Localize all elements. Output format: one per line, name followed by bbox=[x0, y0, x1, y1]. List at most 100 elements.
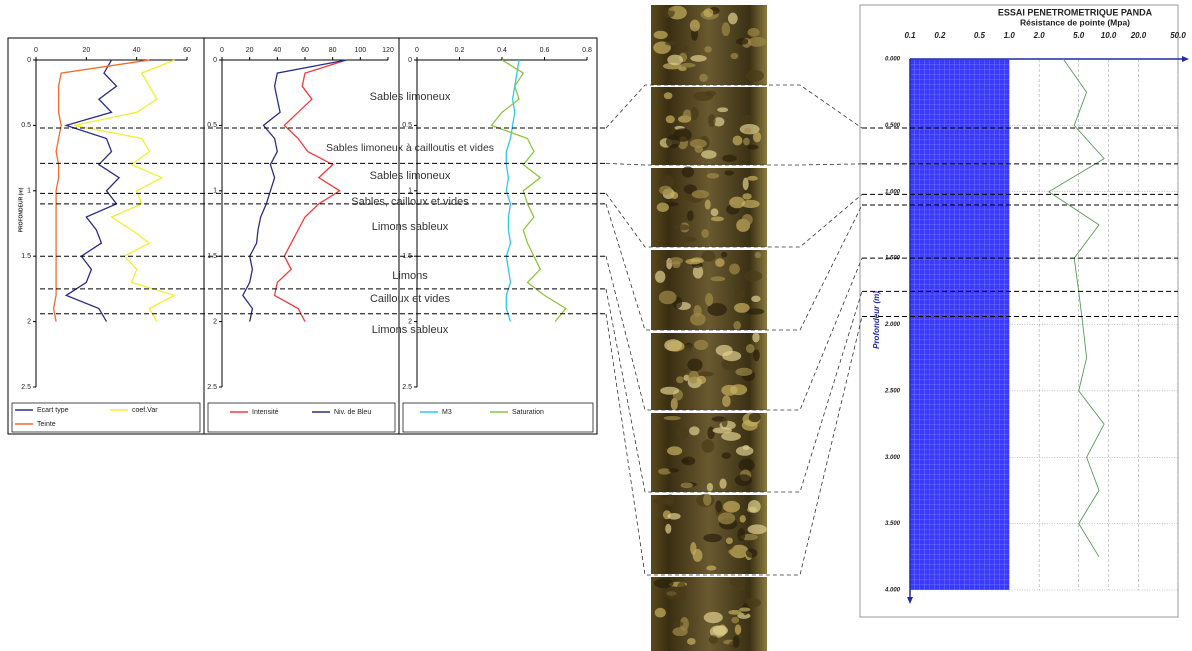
x-tick-label: 60 bbox=[183, 47, 191, 54]
photo-grain bbox=[681, 482, 693, 488]
y-tick-label: 3.000 bbox=[885, 455, 901, 461]
x-axis-title: Résistance de pointe (Mpa) bbox=[1020, 17, 1130, 27]
y-tick-label: 0.000 bbox=[885, 57, 901, 63]
photo-grain bbox=[689, 426, 700, 435]
photo-grain bbox=[743, 138, 750, 146]
x-tick-label: 0.2 bbox=[455, 47, 465, 54]
y-tick-label: 0 bbox=[213, 57, 217, 64]
photo-grain bbox=[718, 512, 735, 524]
x-tick-label: 40 bbox=[133, 47, 141, 54]
photo-grain bbox=[713, 427, 732, 433]
photo-grain bbox=[669, 7, 684, 12]
left-panel-frame bbox=[8, 38, 597, 434]
y-tick-label: 1.500 bbox=[885, 256, 901, 262]
photo-grain bbox=[736, 38, 748, 45]
photo-grain bbox=[693, 549, 703, 562]
photo-grain bbox=[677, 46, 688, 52]
photo-grain bbox=[682, 237, 696, 242]
x-tick-label: 20 bbox=[246, 47, 254, 54]
photo-grain bbox=[667, 341, 684, 352]
legend-label: M3 bbox=[442, 409, 452, 416]
photo-grain bbox=[721, 385, 737, 396]
photo-grain bbox=[664, 416, 681, 420]
photo-grain bbox=[715, 500, 722, 512]
layer-label: Sables, cailloux et vides bbox=[351, 196, 469, 208]
y-tick-label: 1.5 bbox=[21, 253, 31, 260]
photo-grain bbox=[733, 321, 741, 330]
photo-grain bbox=[694, 340, 708, 350]
x-tick-label: 2.0 bbox=[1033, 31, 1046, 40]
photo-grain bbox=[674, 621, 684, 626]
photo-grain bbox=[666, 115, 675, 123]
legend-frame bbox=[208, 403, 395, 432]
photo-grain bbox=[733, 636, 740, 648]
photo-grain bbox=[677, 427, 689, 440]
photo-grain bbox=[735, 368, 752, 376]
y-tick-label: 0 bbox=[408, 57, 412, 64]
y-tick-label: 2.5 bbox=[21, 384, 31, 391]
x-tick-label: 40 bbox=[273, 47, 281, 54]
photo-grain bbox=[710, 276, 725, 281]
layer-label: Sables limoneux à cailloutis et vides bbox=[326, 142, 494, 154]
photo-grain bbox=[667, 513, 680, 520]
x-tick-label: 0.1 bbox=[904, 31, 916, 40]
photo-grain bbox=[717, 107, 728, 112]
photo-grain bbox=[744, 128, 751, 134]
photo-grain bbox=[659, 186, 672, 195]
photo-grain bbox=[671, 192, 679, 199]
shaded-range bbox=[910, 59, 1009, 590]
photo-grain bbox=[742, 214, 753, 225]
photo-grain bbox=[703, 494, 711, 506]
photo-grain bbox=[704, 612, 723, 623]
photo-grain bbox=[660, 387, 679, 395]
photo-grain bbox=[667, 55, 683, 66]
photo-grain bbox=[687, 358, 702, 371]
figure: 020406000.511.522.5Ecart typecoef.VarTei… bbox=[0, 0, 1192, 651]
photo-grain bbox=[728, 13, 738, 25]
series-line bbox=[243, 60, 347, 322]
photo-grain bbox=[656, 259, 667, 268]
photo-grain bbox=[705, 199, 711, 209]
axis-arrow bbox=[907, 597, 913, 604]
photo-grain bbox=[748, 524, 767, 534]
y-tick-label: 2.000 bbox=[884, 322, 901, 328]
photo-grain bbox=[697, 376, 707, 384]
photo-grain bbox=[729, 197, 745, 209]
x-tick-label: 100 bbox=[354, 47, 366, 54]
photo-grain bbox=[719, 479, 726, 489]
y-tick-label: 2.5 bbox=[207, 384, 217, 391]
photo-grain bbox=[749, 413, 761, 422]
photo-grain bbox=[735, 624, 742, 634]
photo-grain bbox=[735, 288, 745, 300]
series-line bbox=[506, 60, 519, 322]
photo-grain bbox=[657, 203, 669, 212]
y-tick-label: 1 bbox=[27, 188, 31, 195]
series-line bbox=[1049, 59, 1104, 557]
layer-label: Limons sableux bbox=[372, 221, 449, 233]
photo-grain bbox=[733, 136, 743, 146]
photo-grain bbox=[685, 344, 693, 351]
layer-label: Cailloux et vides bbox=[370, 293, 451, 305]
photo-grain bbox=[726, 537, 733, 544]
x-tick-label: 0 bbox=[415, 47, 419, 54]
x-tick-label: 0 bbox=[220, 47, 224, 54]
photo-grain bbox=[752, 332, 759, 342]
y-tick-label: 0.5 bbox=[21, 122, 31, 129]
right-panel-frame bbox=[860, 5, 1178, 617]
photo-grain bbox=[722, 395, 731, 407]
legend-frame bbox=[403, 403, 593, 432]
photo-grain bbox=[742, 193, 751, 199]
photo-grain bbox=[751, 296, 760, 302]
photo-grain bbox=[655, 271, 665, 283]
photo-grain bbox=[711, 208, 719, 216]
legend-label: Ecart type bbox=[37, 407, 69, 414]
x-tick-label: 60 bbox=[301, 47, 309, 54]
x-tick-label: 0.4 bbox=[497, 47, 507, 54]
x-tick-label: 120 bbox=[382, 47, 394, 54]
photo-grain bbox=[729, 264, 740, 275]
photo-grain bbox=[702, 251, 716, 262]
photo-grain bbox=[690, 55, 706, 62]
photo-grain bbox=[753, 132, 761, 143]
photo-grain bbox=[748, 500, 761, 513]
legend-label: Intensité bbox=[252, 409, 279, 416]
